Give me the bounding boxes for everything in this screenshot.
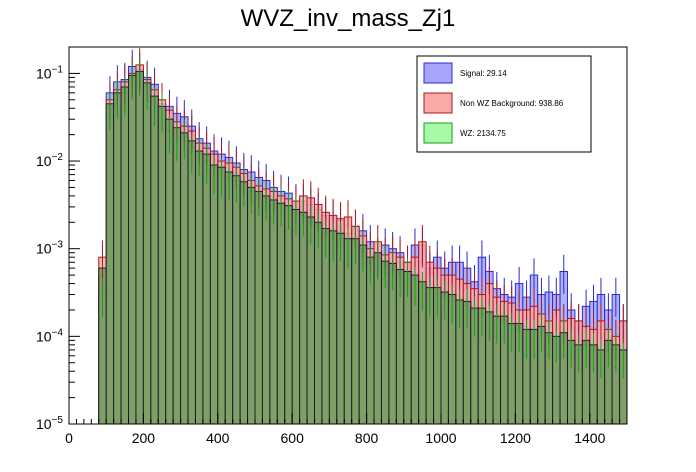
y-tick-label: 10−2 [36,152,63,169]
overlap-bar [351,238,360,425]
x-tick-label: 200 [132,430,156,446]
overlap-bar [276,202,286,425]
overlap-bar [165,118,174,425]
error-bars [101,48,624,379]
plot-frame [68,46,628,425]
y-axis: 10−5 10−4 10−3 10−2 10−1 [36,46,80,432]
overlap-bar [180,132,189,425]
legend-swatch [423,122,453,144]
chart-title: WVZ_inv_mass_Zj1 [241,5,456,32]
overlap-bar [306,216,316,425]
overlap-bar [217,166,226,425]
overlap-bar [194,150,204,425]
overlap-bar [358,244,368,425]
overlap-bar [299,211,308,425]
legend-swatch [423,62,453,84]
overlap-bar [254,190,263,425]
overlap-bar [128,74,137,425]
legend-label: WZ: 2134.75 [460,129,506,138]
y-tick-label: 10−1 [36,64,63,81]
y-tick-label: 10−4 [36,327,63,344]
overlap-bar [202,153,211,425]
overlap-bar [224,171,234,425]
overlap-bar [336,232,345,425]
x-tick-label: 400 [206,430,230,446]
overlap-bar [314,221,323,425]
x-axis: 0 200 400 600 800 1000 1200 1400 [65,413,628,446]
x-tick-label: 0 [65,430,73,446]
overlap-bar [187,140,196,425]
overlap-bar [157,105,167,425]
overlap-bar [113,92,122,425]
x-tick-label: 1200 [500,430,531,446]
overlap-bar [150,95,159,425]
x-tick-label: 1400 [574,430,605,446]
x-tick-label: 800 [355,430,379,446]
legend-swatch [423,92,453,114]
y-tick-label: 10−5 [36,415,63,432]
legend-label: Non WZ Background: 938.86 [460,99,564,108]
overlap-bar [239,181,249,425]
overlap-bar [269,199,278,425]
overlap-bar [284,205,293,425]
overlap-bar [135,71,144,425]
overlap-bar [105,103,115,425]
overlap-bar [261,195,271,425]
overlap-bar [247,186,256,425]
overlap-bar [209,164,219,425]
overlap-bar [172,127,182,425]
overlap-bar [142,82,152,425]
x-tick-label: 600 [281,430,305,446]
overlap-bar [120,86,130,425]
legend: Signal: 29.14 Non WZ Background: 938.86 WZ… [416,55,592,153]
legend-label: Signal: 29.14 [460,69,507,78]
y-tick-label: 10−3 [36,240,63,257]
x-tick-label: 1000 [425,430,456,446]
overlap-bar [291,208,301,425]
overlap-bar [232,175,241,425]
